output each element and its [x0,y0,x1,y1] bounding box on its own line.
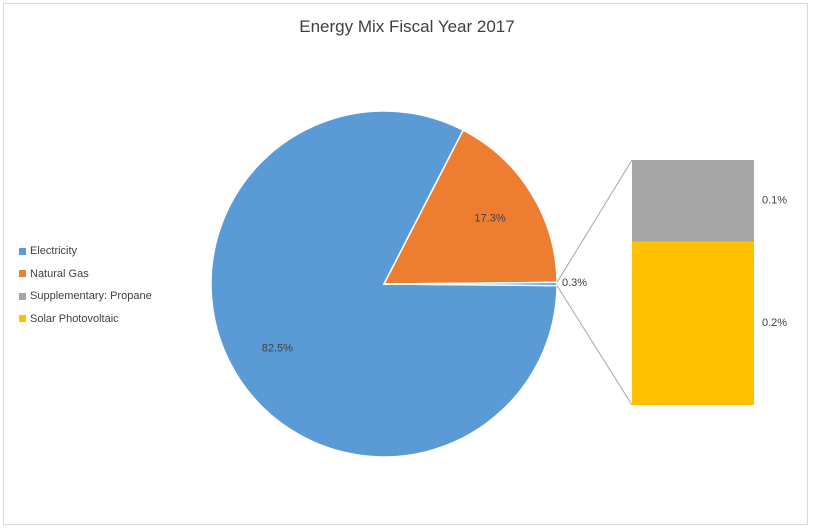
legend-item-electricity: Electricity [19,240,152,263]
pie-slice-natural-gas [382,129,558,285]
data-label-natural-gas: 17.3% [474,213,505,225]
legend-swatch [19,247,26,255]
legend-swatch [19,270,26,278]
legend-item-propane: Supplementary: Propane [19,285,152,308]
legend-item-solar: Solar Photovoltaic [19,308,152,331]
data-label-electricity: 82.5% [262,342,293,354]
data-label-solar: 0.2% [762,317,787,329]
connector-line-top [556,159,633,283]
legend: Electricity Natural Gas Supplementary: P… [19,240,152,330]
legend-label: Natural Gas [30,267,89,280]
connector-line-bottom [556,285,633,406]
legend-item-natural-gas: Natural Gas [19,263,152,286]
pie-slice-other [383,281,558,287]
legend-label: Solar Photovoltaic [30,312,119,325]
data-label-other: 0.3% [562,277,587,289]
legend-label: Electricity [30,245,78,258]
legend-label: Supplementary: Propane [30,290,152,303]
chart-title: Energy Mix Fiscal Year 2017 [299,17,515,36]
bar-segment-solar [632,241,754,405]
data-label-propane: 0.1% [762,195,787,207]
legend-swatch [19,315,26,323]
legend-swatch [19,292,26,300]
bar-segment-propane [632,160,754,242]
